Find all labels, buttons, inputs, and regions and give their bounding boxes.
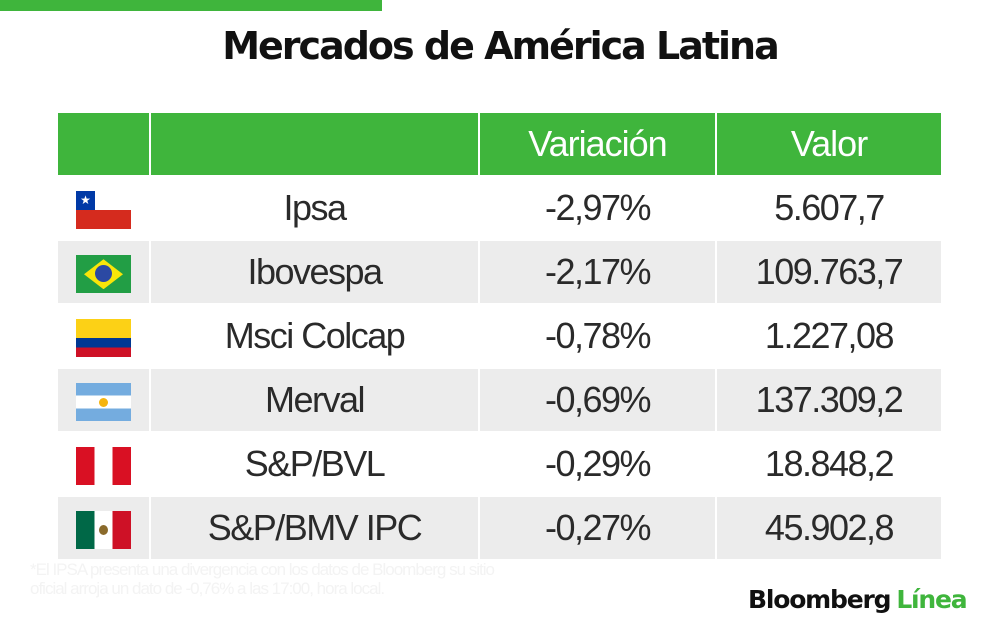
bloomberg-linea-logo: Bloomberg Línea	[748, 585, 968, 614]
chile-flag-icon: ★	[76, 191, 131, 230]
flag-cell	[58, 240, 150, 304]
header-valor: Valor	[715, 113, 941, 176]
argentina-flag-icon	[76, 383, 131, 422]
index-name: Ibovespa	[149, 240, 479, 304]
table-row: Merval -0,69% 137.309,2	[58, 368, 941, 432]
valor-value: 5.607,7	[715, 176, 941, 240]
variacion-value: -2,17%	[478, 240, 716, 304]
top-accent-bar	[0, 0, 382, 11]
table-row: S&P/BVL -0,29% 18.848,2	[58, 432, 941, 496]
table-row: Ibovespa -2,17% 109.763,7	[58, 240, 941, 304]
logo-part-linea: Línea	[896, 585, 967, 614]
flag-cell	[58, 368, 150, 432]
footnote: *El IPSA presenta una divergencia con lo…	[30, 560, 495, 598]
flag-cell	[58, 496, 150, 559]
index-name: Msci Colcap	[149, 304, 479, 368]
table-header-row: Variación Valor	[58, 113, 941, 176]
valor-value: 45.902,8	[715, 496, 941, 559]
flag-cell	[58, 304, 150, 368]
mexico-flag-icon	[76, 511, 131, 550]
header-flag	[58, 113, 150, 176]
variacion-value: -2,97%	[478, 176, 716, 240]
brazil-flag-icon	[76, 255, 131, 294]
valor-value: 137.309,2	[715, 368, 941, 432]
index-name: S&P/BMV IPC	[149, 496, 479, 559]
index-name: Ipsa	[149, 176, 479, 240]
valor-value: 1.227,08	[715, 304, 941, 368]
variacion-value: -0,78%	[478, 304, 716, 368]
valor-value: 109.763,7	[715, 240, 941, 304]
index-name: Merval	[149, 368, 479, 432]
table-row: ★ Ipsa -2,97% 5.607,7	[58, 176, 941, 240]
table-row: Msci Colcap -0,78% 1.227,08	[58, 304, 941, 368]
logo-part-bloomberg: Bloomberg	[748, 585, 892, 614]
header-variacion: Variación	[478, 113, 716, 176]
table-row: S&P/BMV IPC -0,27% 45.902,8	[58, 496, 941, 559]
markets-table: Variación Valor ★ Ipsa -2,97% 5.607,7 Ib…	[58, 113, 941, 559]
flag-cell: ★	[58, 176, 150, 240]
variacion-value: -0,27%	[478, 496, 716, 559]
index-name: S&P/BVL	[149, 432, 479, 496]
variacion-value: -0,29%	[478, 432, 716, 496]
variacion-value: -0,69%	[478, 368, 716, 432]
colombia-flag-icon	[76, 319, 131, 358]
flag-cell	[58, 432, 150, 496]
page-title: Mercados de América Latina	[222, 24, 780, 68]
peru-flag-icon	[76, 447, 131, 486]
header-index	[149, 113, 479, 176]
valor-value: 18.848,2	[715, 432, 941, 496]
